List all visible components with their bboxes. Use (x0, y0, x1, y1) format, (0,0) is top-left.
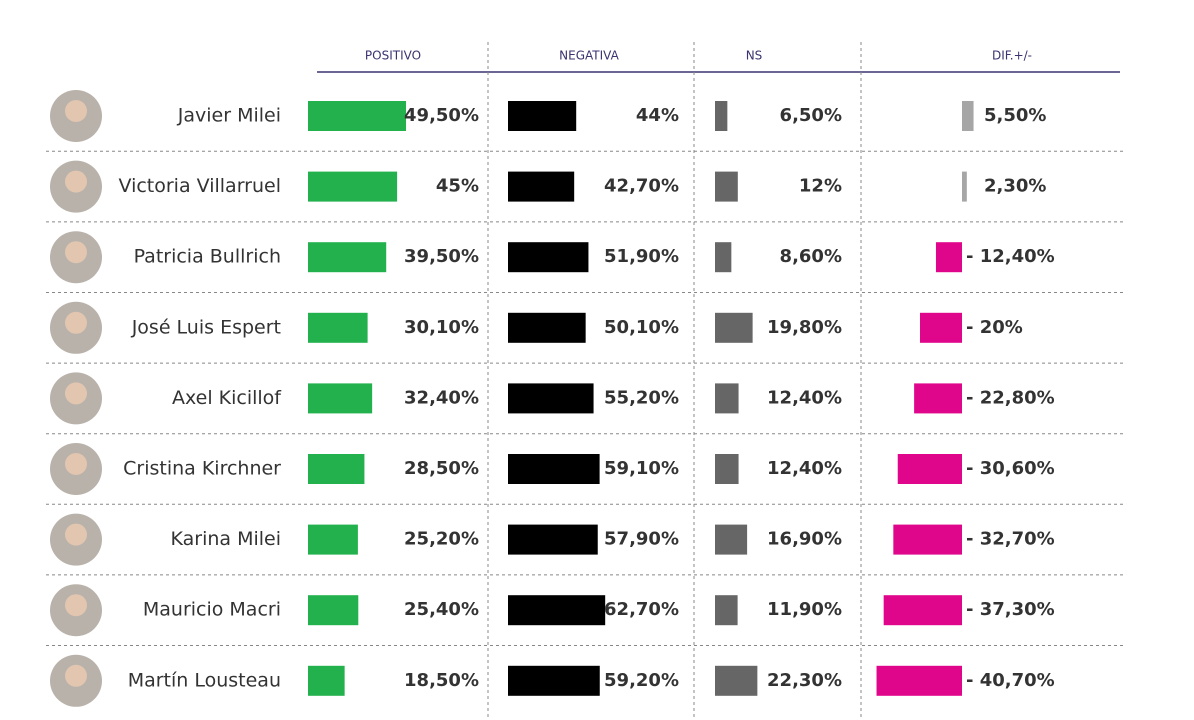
value-label: - 22,80% (966, 387, 1055, 408)
bar (508, 171, 575, 202)
bar (508, 595, 606, 626)
bar (893, 524, 962, 555)
value-label: 51,90% (604, 246, 679, 267)
bar (508, 383, 594, 414)
value-label: 12,40% (767, 387, 842, 408)
value-label: 49,50% (404, 105, 479, 126)
avatar-head (65, 382, 87, 405)
bar (715, 312, 753, 343)
bar (308, 242, 387, 273)
value-label: 59,10% (604, 458, 679, 479)
bar (508, 242, 589, 273)
value-label: 12,40% (767, 458, 842, 479)
candidate-name: Martín Lousteau (128, 669, 281, 691)
avatar-head (65, 311, 87, 334)
avatar-head (65, 170, 87, 193)
candidate-name: Patricia Bullrich (134, 246, 281, 268)
bar (962, 101, 974, 131)
avatar-head (65, 100, 87, 122)
bar (508, 524, 598, 555)
candidate-name: Karina Milei (170, 528, 281, 550)
value-label: 5,50% (984, 105, 1046, 126)
value-label: 44% (636, 105, 679, 126)
bar (715, 242, 732, 273)
bar (883, 595, 962, 626)
bar (914, 383, 962, 414)
avatar-head (65, 453, 87, 475)
column-header: DIF.+/- (992, 49, 1032, 63)
value-label: 42,70% (604, 176, 679, 197)
value-label: - 40,70% (966, 670, 1055, 691)
candidate-name: Cristina Kirchner (123, 458, 281, 480)
bar (715, 454, 739, 484)
bar (508, 312, 586, 343)
bar (308, 595, 359, 626)
bar (508, 454, 600, 484)
bar (876, 665, 962, 696)
bar (308, 454, 365, 484)
value-label: 6,50% (780, 105, 842, 126)
value-label: 19,80% (767, 317, 842, 338)
bar (308, 524, 358, 555)
value-label: 18,50% (404, 670, 479, 691)
candidate-name: José Luis Espert (131, 316, 281, 338)
avatar-head (65, 241, 87, 264)
value-label: 11,90% (767, 599, 842, 620)
bar (508, 101, 577, 131)
value-label: 55,20% (604, 387, 679, 408)
value-label: - 12,40% (966, 246, 1055, 267)
value-label: 45% (436, 176, 479, 197)
value-label: 28,50% (404, 458, 479, 479)
value-label: 50,10% (604, 317, 679, 338)
value-label: 8,60% (780, 246, 842, 267)
value-label: 2,30% (984, 176, 1046, 197)
bar (920, 312, 962, 343)
value-label: 25,20% (404, 529, 479, 550)
avatar-head (65, 594, 87, 617)
value-label: 32,40% (404, 387, 479, 408)
value-label: 16,90% (767, 529, 842, 550)
bar (508, 665, 600, 696)
value-label: - 20% (966, 317, 1023, 338)
value-label: 39,50% (404, 246, 479, 267)
bar (935, 242, 962, 273)
bar (715, 524, 748, 555)
bar (715, 101, 728, 131)
bar (715, 595, 738, 626)
column-header: NS (746, 49, 763, 63)
value-label: 62,70% (604, 599, 679, 620)
value-label: 59,20% (604, 670, 679, 691)
value-label: 25,40% (404, 599, 479, 620)
column-header: POSITIVO (365, 49, 421, 63)
avatar-head (65, 664, 87, 687)
bar (715, 665, 758, 696)
value-label: 57,90% (604, 529, 679, 550)
candidate-name: Mauricio Macri (143, 599, 281, 621)
value-label: 22,30% (767, 670, 842, 691)
bar (308, 312, 368, 343)
bar (308, 383, 373, 414)
value-label: - 37,30% (966, 599, 1055, 620)
value-label: 30,10% (404, 317, 479, 338)
value-label: - 30,60% (966, 458, 1055, 479)
value-label: 12% (799, 176, 842, 197)
avatar-head (65, 523, 87, 546)
column-header: NEGATIVA (559, 49, 619, 63)
bar (308, 665, 345, 696)
bar (715, 171, 738, 202)
bar (308, 171, 398, 202)
bar (308, 101, 407, 131)
candidate-name: Javier Milei (177, 105, 281, 127)
value-label: - 32,70% (966, 529, 1055, 550)
candidate-name: Axel Kicillof (172, 387, 282, 409)
bar (962, 171, 967, 202)
candidate-name: Victoria Villarruel (118, 175, 281, 197)
bar (715, 383, 739, 414)
bar (897, 454, 962, 484)
